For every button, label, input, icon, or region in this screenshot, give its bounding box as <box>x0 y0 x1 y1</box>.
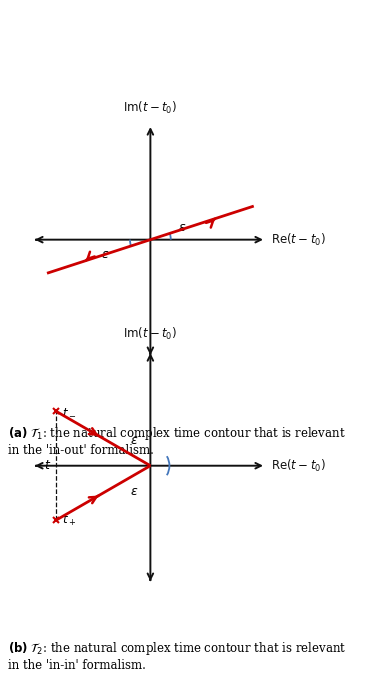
Text: $\mathrm{Re}(t-t_0)$: $\mathrm{Re}(t-t_0)$ <box>271 458 326 474</box>
Text: $t$: $t$ <box>44 459 51 472</box>
Text: $\varepsilon$: $\varepsilon$ <box>130 434 138 447</box>
Text: $\varepsilon$: $\varepsilon$ <box>101 248 110 261</box>
Text: $\mathrm{Im}(t-t_0)$: $\mathrm{Im}(t-t_0)$ <box>124 100 177 116</box>
Text: $t_+$: $t_+$ <box>62 512 76 527</box>
Text: $\mathrm{Im}(t-t_0)$: $\mathrm{Im}(t-t_0)$ <box>124 326 177 342</box>
Text: $\varepsilon$: $\varepsilon$ <box>130 485 138 498</box>
Text: $t_-$: $t_-$ <box>62 405 76 418</box>
Text: $\varepsilon$: $\varepsilon$ <box>178 221 186 234</box>
Text: $\mathbf{(a)}$ $\mathcal{T}_1$: the natural complex time contour that is relevan: $\mathbf{(a)}$ $\mathcal{T}_1$: the natu… <box>8 425 345 457</box>
Text: $\mathbf{(b)}$ $\mathcal{T}_2$: the natural complex time contour that is relevan: $\mathbf{(b)}$ $\mathcal{T}_2$: the natu… <box>8 640 346 673</box>
Text: $\mathrm{Re}(t-t_0)$: $\mathrm{Re}(t-t_0)$ <box>271 232 326 248</box>
